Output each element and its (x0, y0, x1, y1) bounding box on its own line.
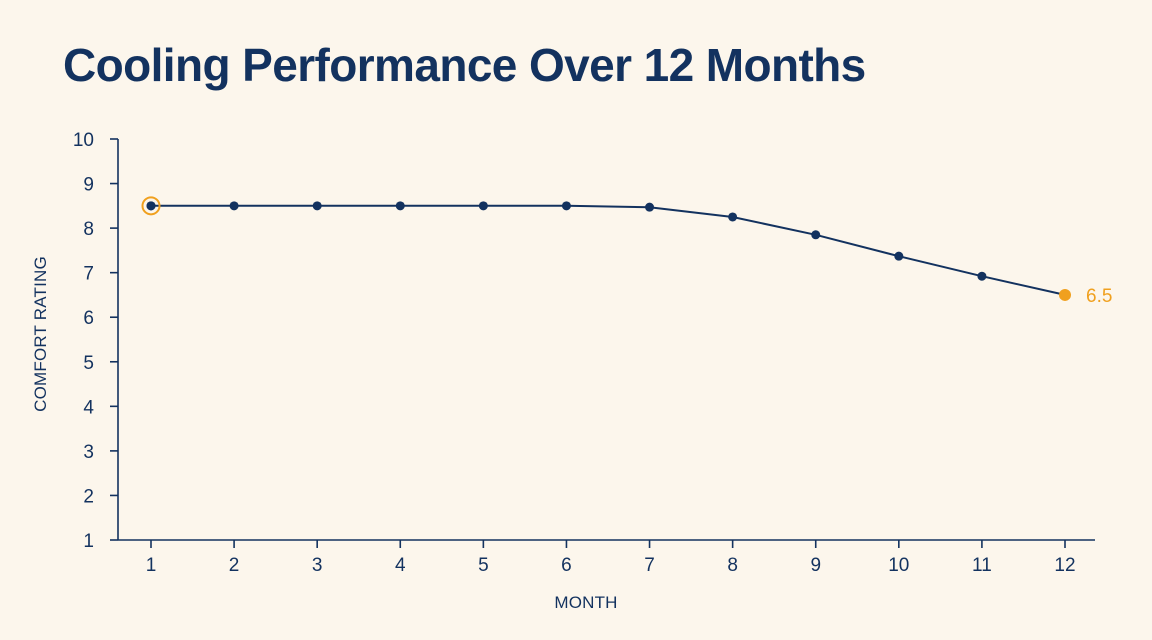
highlight-point (146, 201, 156, 211)
data-point (395, 201, 405, 211)
data-point (728, 212, 738, 222)
series-layer (146, 201, 1070, 300)
chart-title: Cooling Performance Over 12 Months (63, 39, 866, 91)
y-tick-label: 10 (73, 130, 94, 151)
x-tick-label: 10 (888, 555, 909, 576)
y-tick-label: 2 (83, 486, 94, 507)
y-tick-label: 4 (83, 397, 94, 418)
series-line (151, 204, 1066, 296)
x-tick-label: 8 (727, 555, 738, 576)
highlight-point (1059, 288, 1071, 301)
y-axis-title: COMFORT RATING (31, 256, 50, 412)
data-point (561, 201, 571, 211)
y-tick-label: 5 (83, 353, 94, 374)
x-tick-label: 4 (395, 555, 406, 576)
data-point (478, 201, 488, 211)
x-tick-label: 1 (146, 555, 157, 576)
x-tick-label: 9 (810, 555, 821, 576)
annotation-layer: 6.5 (1086, 286, 1112, 307)
x-tick-label: 5 (478, 555, 489, 576)
x-axis-title: MONTH (554, 593, 617, 612)
data-point (811, 230, 821, 240)
y-tick-label: 6 (83, 308, 94, 329)
x-tick-label: 7 (644, 555, 655, 576)
data-point (229, 201, 239, 211)
x-tick-label: 3 (312, 555, 323, 576)
y-tick-label: 3 (83, 442, 94, 463)
y-tick-label: 1 (83, 531, 94, 552)
y-tick-label: 9 (83, 175, 94, 196)
x-tick-label: 2 (229, 555, 240, 576)
data-point (977, 271, 987, 281)
x-axis-ticks: 1 2 3 4 5 6 7 8 9 10 11 12 (146, 540, 1076, 576)
y-axis-ticks: 1 2 3 4 5 6 7 8 9 10 (73, 130, 118, 552)
x-tick-label: 11 (972, 555, 992, 576)
data-point (894, 251, 904, 261)
data-point (645, 202, 655, 212)
highlight-ring (141, 196, 161, 216)
axes (117, 139, 1095, 541)
x-tick-label: 6 (561, 555, 572, 576)
highlight-layer (141, 196, 1071, 301)
y-tick-label: 8 (83, 219, 94, 240)
y-tick-label: 7 (83, 264, 94, 285)
data-label: 6.5 (1086, 286, 1112, 307)
x-tick-label: 12 (1054, 555, 1075, 576)
data-point (312, 201, 322, 211)
